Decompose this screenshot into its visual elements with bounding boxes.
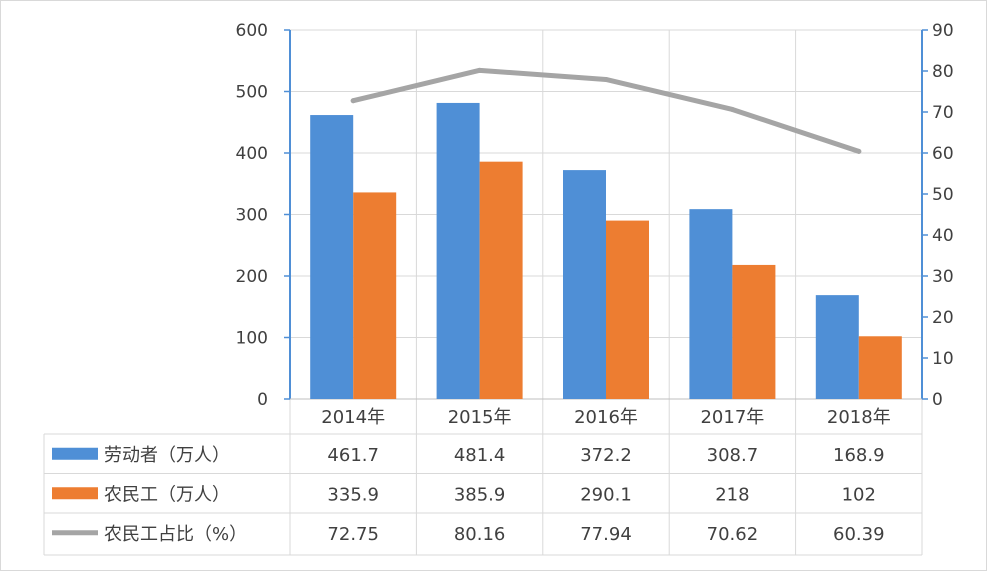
y-tick-label-right: 20: [932, 308, 954, 328]
y-tick-label-left: 500: [236, 83, 268, 103]
bar-migrant-workers: [479, 161, 523, 399]
data-label: 290.1: [580, 484, 632, 505]
y-tick-label-right: 50: [932, 185, 954, 205]
x-tick-label: 2015年: [448, 407, 512, 428]
y-tick-label-left: 0: [257, 390, 268, 410]
bar-migrant-workers: [606, 220, 649, 399]
data-label: 102: [842, 484, 876, 505]
data-label: 72.75: [327, 524, 379, 545]
data-label: 60.39: [833, 524, 885, 545]
bar-workers: [815, 295, 859, 399]
line-point: [603, 76, 609, 82]
legend-label: 农民工（万人）: [104, 484, 230, 505]
data-label: 80.16: [454, 524, 506, 545]
bar-workers: [310, 115, 354, 399]
bar-migrant-workers: [353, 192, 397, 399]
y-tick-label-right: 0: [932, 390, 943, 410]
x-tick-label: 2017年: [700, 407, 764, 428]
line-point: [856, 148, 862, 154]
x-tick-label: 2014年: [321, 407, 385, 428]
data-label: 481.4: [454, 445, 506, 466]
y-tick-label-right: 80: [932, 62, 954, 82]
y-tick-label-right: 90: [932, 21, 954, 41]
legend-swatch: [52, 487, 98, 500]
y-tick-label-left: 200: [236, 267, 268, 287]
bar-workers: [689, 209, 733, 399]
data-label: 372.2: [580, 445, 632, 466]
y-tick-label-left: 300: [236, 206, 268, 226]
y-tick-label-right: 70: [932, 103, 954, 123]
bar-workers: [563, 170, 606, 399]
data-label: 335.9: [327, 484, 379, 505]
data-label: 70.62: [707, 524, 759, 545]
data-label: 168.9: [833, 445, 885, 466]
data-label: 308.7: [707, 445, 759, 466]
line-point: [729, 106, 735, 112]
bar-migrant-workers: [732, 264, 776, 399]
legend-swatch: [52, 447, 98, 460]
y-tick-label-left: 400: [236, 144, 268, 164]
data-label: 77.94: [580, 524, 632, 545]
y-tick-label-left: 100: [236, 329, 268, 349]
legend-label: 农民工占比（%）: [104, 524, 247, 545]
x-tick-label: 2018年: [827, 407, 891, 428]
y-tick-label-right: 40: [932, 226, 954, 246]
line-point: [477, 67, 483, 73]
line-point: [350, 98, 356, 104]
legend-label: 劳动者（万人）: [104, 445, 230, 466]
data-label: 385.9: [454, 484, 506, 505]
data-label: 461.7: [327, 445, 379, 466]
y-tick-label-right: 30: [932, 267, 954, 287]
bar-migrant-workers: [858, 336, 902, 399]
bar-workers: [436, 102, 480, 400]
x-tick-label: 2016年: [574, 407, 638, 428]
y-tick-label-left: 600: [236, 21, 268, 41]
data-label: 218: [715, 484, 749, 505]
y-tick-label-right: 10: [932, 349, 954, 369]
y-tick-label-right: 60: [932, 144, 954, 164]
